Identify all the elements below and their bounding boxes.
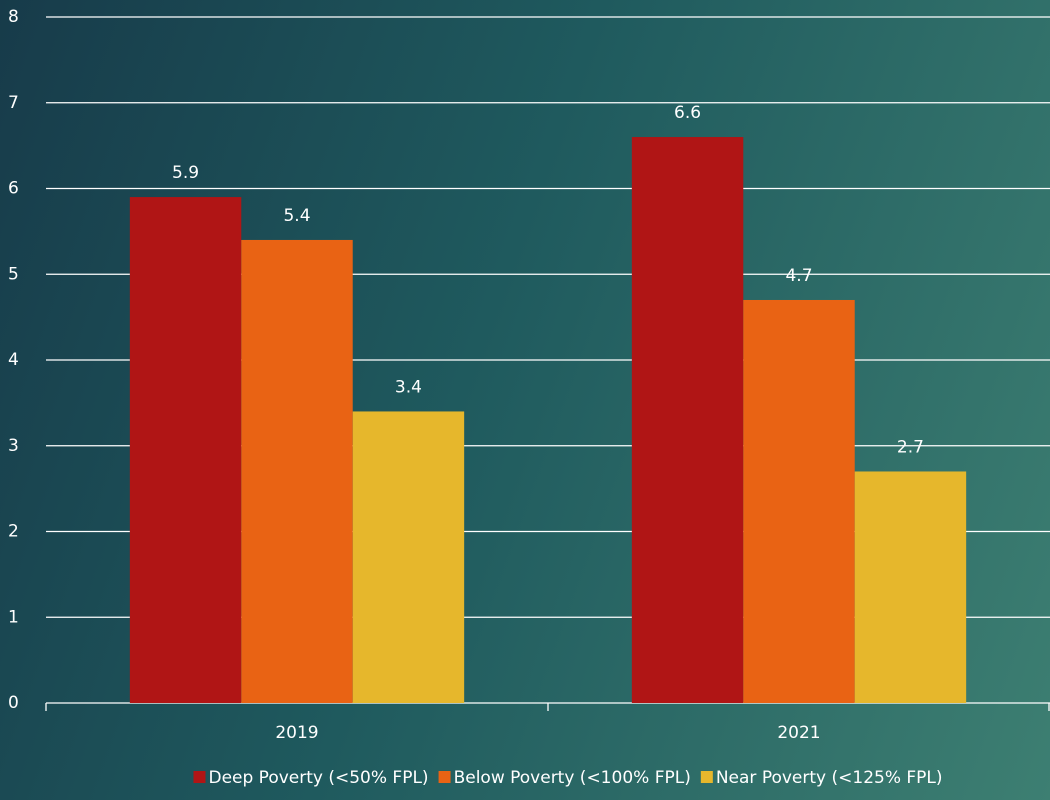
bar	[743, 299, 855, 703]
data-label: 6.6	[674, 103, 701, 123]
y-tick-label: 8	[8, 7, 19, 27]
y-tick-label: 4	[8, 350, 19, 370]
legend-label: Deep Poverty (<50% FPL)	[208, 768, 428, 788]
y-tick-label: 0	[8, 693, 19, 713]
y-tick-label: 7	[8, 93, 19, 113]
x-tick-label: 2019	[275, 723, 318, 743]
y-tick-label: 2	[8, 522, 19, 542]
data-label: 2.7	[897, 437, 924, 457]
data-label: 4.7	[785, 266, 812, 286]
legend-item: Deep Poverty (<50% FPL)	[193, 768, 429, 788]
legend: Deep Poverty (<50% FPL) Below Poverty (<1…	[193, 768, 943, 788]
legend-item: Near Poverty (<125% FPL)	[700, 768, 943, 788]
y-tick-label: 1	[8, 607, 19, 627]
bar	[129, 197, 242, 703]
y-tick-label: 5	[8, 264, 19, 284]
bar	[631, 137, 744, 704]
x-tick-label: 2021	[777, 723, 820, 743]
bar	[352, 411, 465, 703]
y-tick-label: 3	[8, 436, 19, 456]
y-tick-label: 6	[8, 179, 19, 199]
legend-swatch	[438, 771, 451, 783]
bar	[241, 239, 353, 703]
data-label: 5.4	[283, 206, 310, 226]
bar	[854, 471, 967, 703]
legend-label: Below Poverty (<100% FPL)	[454, 768, 691, 788]
legend-swatch	[193, 771, 206, 783]
legend-item: Below Poverty (<100% FPL)	[438, 768, 691, 788]
legend-swatch	[700, 771, 713, 783]
data-label: 3.4	[395, 377, 422, 397]
legend-label: Near Poverty (<125% FPL)	[716, 768, 943, 788]
data-label: 5.9	[172, 163, 199, 183]
